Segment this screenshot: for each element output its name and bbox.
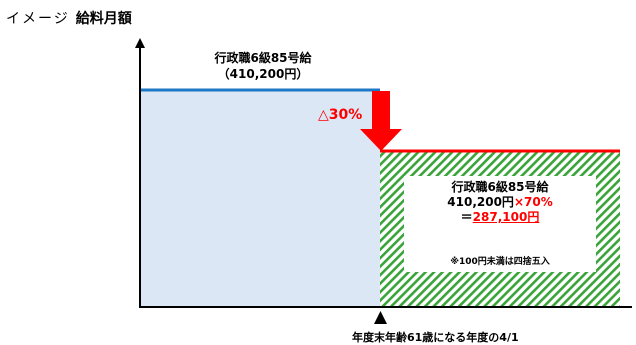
after-grade: 行政職6級85号給 bbox=[451, 180, 549, 194]
after-formula: 410,200円×70% bbox=[406, 195, 594, 210]
date-marker-label: 年度末年齢61歳になる年度の4/1 bbox=[352, 331, 519, 344]
after-amount: 287,100円 bbox=[472, 210, 540, 224]
date-marker-triangle bbox=[374, 311, 387, 324]
heading-title: 給料月額 bbox=[75, 11, 132, 27]
y-axis-arrowhead bbox=[135, 38, 145, 48]
after-base-amount: 410,200円 bbox=[447, 195, 514, 209]
reduction-label: △30% bbox=[318, 107, 363, 123]
before-period-area bbox=[140, 90, 380, 307]
before-amount: （410,200円） bbox=[217, 67, 309, 81]
heading-prefix: イメージ bbox=[6, 11, 70, 27]
reduction-arrow bbox=[360, 91, 402, 151]
chart-heading: イメージ 給料月額 bbox=[6, 8, 132, 28]
after-text-backdrop bbox=[404, 176, 596, 272]
after-salary-label: 行政職6級85号給 410,200円×70% ＝287,100円 bbox=[406, 180, 594, 225]
before-grade: 行政職6級85号給 bbox=[214, 51, 312, 65]
before-salary-label: 行政職6級85号給 （410,200円） bbox=[178, 50, 348, 82]
after-equals: ＝ bbox=[460, 210, 473, 224]
after-rate: ×70% bbox=[513, 195, 553, 209]
rounding-note: ※100円未満は四捨五入 bbox=[450, 257, 550, 267]
after-result: ＝287,100円 bbox=[406, 210, 594, 225]
